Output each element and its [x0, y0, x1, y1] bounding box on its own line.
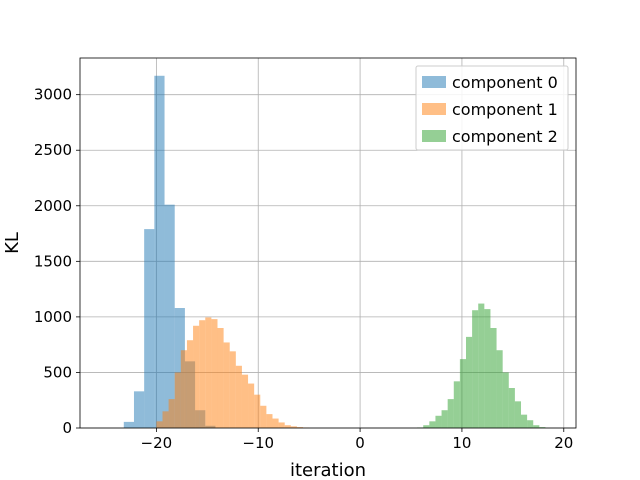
histogram-bar	[223, 342, 230, 428]
histogram-bar	[193, 325, 200, 428]
histogram-bar	[453, 381, 460, 428]
histogram-bar	[435, 415, 442, 428]
histogram-bar	[154, 75, 165, 429]
series-2	[417, 303, 546, 428]
plot-frame	[79, 57, 577, 429]
histogram-bar	[217, 328, 224, 428]
histogram-bar	[484, 309, 491, 428]
legend-label: component 1	[452, 100, 558, 119]
y-tick-label: 1000	[34, 308, 72, 326]
legend-swatch	[422, 103, 446, 115]
histogram-bar	[423, 425, 430, 428]
legend-label: component 2	[452, 127, 558, 146]
legend-swatch	[422, 130, 446, 142]
histogram-bar	[164, 204, 175, 428]
x-tick-label: 10	[452, 434, 471, 452]
ticks: −20 −10 0 10 20 0 500 1000 1500 2000 2500 3000	[34, 86, 574, 452]
x-axis-label: iteration	[290, 460, 366, 480]
y-tick-label: 2000	[34, 197, 72, 215]
y-tick-label: 1500	[34, 252, 72, 270]
bars	[123, 75, 546, 429]
legend-label: component 0	[452, 73, 558, 92]
legend: component 0 component 1 component 2	[415, 65, 569, 151]
histogram-bar	[478, 303, 485, 428]
histogram-bar	[266, 414, 273, 428]
histogram-bar	[472, 310, 479, 428]
histogram-bar	[133, 391, 145, 428]
series-1	[156, 317, 310, 428]
histogram-bar	[290, 426, 297, 428]
histogram-bar	[229, 351, 236, 428]
histogram-bar	[533, 425, 540, 428]
x-tick-label: 20	[554, 434, 573, 452]
y-tick-label: 500	[43, 363, 72, 381]
histogram-bar	[496, 350, 503, 428]
histogram-bar	[466, 336, 473, 428]
legend-swatch	[422, 76, 446, 88]
histogram-bar	[429, 421, 436, 428]
x-tick-label: −10	[242, 434, 274, 452]
legend-box	[415, 65, 569, 151]
histogram-bar	[162, 411, 169, 428]
histogram-bar	[447, 399, 454, 428]
histogram-bar	[459, 359, 467, 428]
y-tick-label: 0	[62, 419, 72, 437]
histogram-bar	[248, 383, 255, 428]
x-tick-label: 0	[355, 434, 365, 452]
y-axis-label: KL	[2, 232, 23, 254]
histogram-bar	[205, 317, 212, 428]
histogram-bar	[235, 365, 242, 428]
histogram-bar	[514, 401, 522, 428]
histogram-bar	[539, 427, 546, 428]
histogram-bar	[284, 425, 291, 428]
histogram-bar	[174, 308, 185, 428]
y-tick-label: 2500	[34, 141, 72, 159]
histogram-bar	[254, 394, 261, 428]
histogram-bar	[260, 405, 267, 428]
histogram-bar	[211, 319, 218, 428]
histogram-bar	[296, 427, 304, 428]
histogram-bar	[180, 350, 187, 428]
x-tick-label: −20	[141, 434, 173, 452]
histogram-bar	[508, 388, 515, 428]
histogram-bar	[502, 372, 509, 428]
y-tick-label: 3000	[34, 86, 72, 104]
histogram-bar	[144, 229, 155, 428]
histogram-bar	[174, 372, 181, 428]
histogram-bar	[123, 421, 134, 428]
histogram-bar	[156, 421, 163, 428]
histogram-bar	[241, 374, 249, 428]
histogram-bar	[186, 340, 194, 428]
histogram-bar	[490, 328, 497, 428]
histogram-bar	[278, 422, 285, 428]
histogram-bar	[521, 414, 528, 428]
histogram-bar	[199, 320, 206, 428]
histogram-bar	[441, 410, 448, 428]
histogram-bar	[272, 418, 279, 428]
histogram-bar	[168, 399, 175, 428]
histogram-bar	[527, 420, 534, 428]
